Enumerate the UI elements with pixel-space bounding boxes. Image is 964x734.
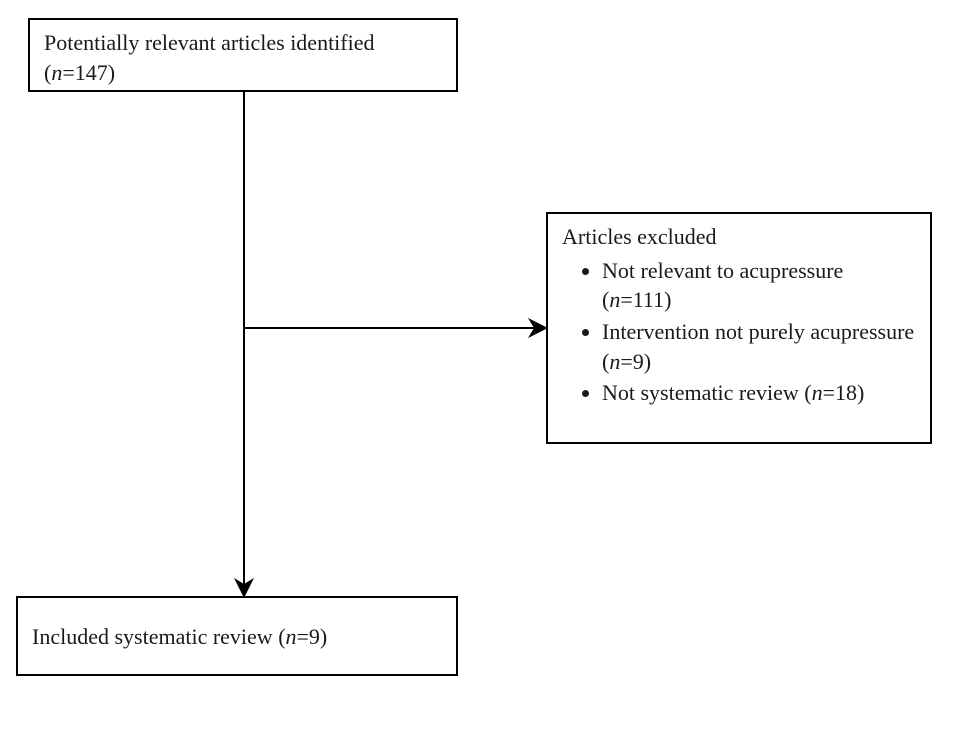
identified-line1: Potentially relevant articles identified [44, 28, 442, 58]
bullet-text-suffix: =18) [823, 380, 865, 405]
identified-n-line: (n=147) [44, 58, 442, 88]
node-included: Included systematic review (n=9) [16, 596, 458, 676]
n-value: =147) [62, 60, 115, 85]
bullet-text-suffix: =111) [620, 287, 671, 312]
node-identified: Potentially relevant articles identified… [28, 18, 458, 92]
excluded-title: Articles excluded [562, 222, 916, 252]
bullet-text-suffix: =9) [620, 349, 651, 374]
n-symbol: n [812, 380, 823, 405]
excluded-bullets: Not relevant to acupressure (n=111) Inte… [562, 256, 916, 408]
bullet-not-relevant: Not relevant to acupressure (n=111) [602, 256, 916, 315]
n-symbol: n [609, 349, 620, 374]
bullet-not-purely: Intervention not purely acupressure (n=9… [602, 317, 916, 376]
n-symbol: n [286, 624, 297, 649]
bullet-not-systematic: Not systematic review (n=18) [602, 378, 916, 408]
node-excluded: Articles excluded Not relevant to acupre… [546, 212, 932, 444]
included-suffix: =9) [297, 624, 328, 649]
n-symbol: n [609, 287, 620, 312]
bullet-text-prefix: Not systematic review ( [602, 380, 812, 405]
included-prefix: Included systematic review ( [32, 624, 286, 649]
n-symbol: n [51, 60, 62, 85]
